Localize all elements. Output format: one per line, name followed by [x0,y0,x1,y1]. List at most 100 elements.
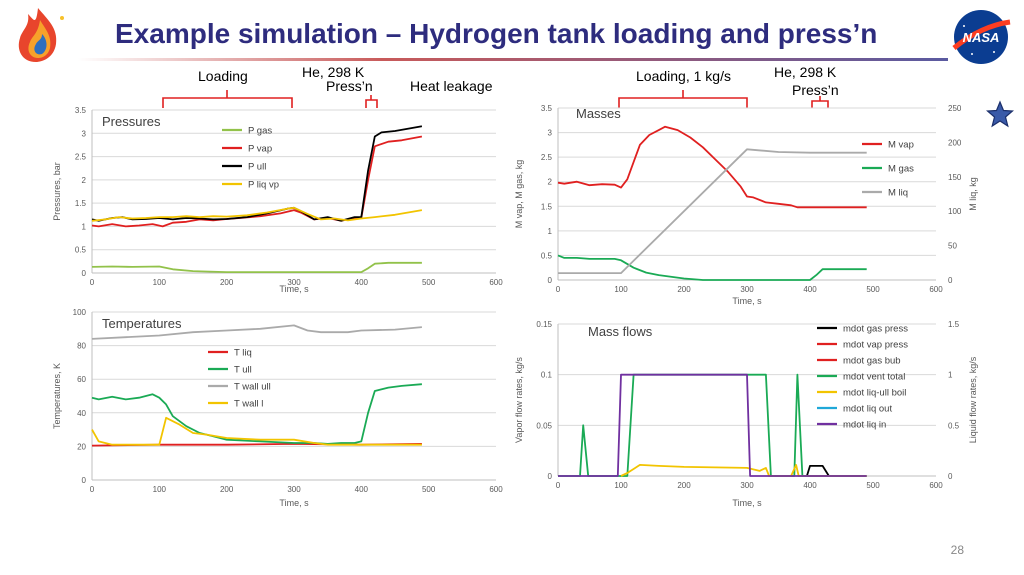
series-line-p-gas [91,261,422,273]
y-tick-label: 1 [548,227,553,236]
legend-label: P liq vp [248,180,279,191]
legend-label: mdot vap press [843,340,908,351]
legend-label: P gas [248,126,272,137]
y-tick-label: 0.15 [536,320,552,329]
series-line-t-wall-l [91,416,422,446]
annotation-loading-left: Loading [198,68,248,84]
x-tick-label: 300 [740,481,754,490]
y-right-tick-label: 0.5 [948,421,960,430]
y-right-tick-label: 250 [948,104,962,113]
y-right-axis-label: M liq, kg [968,177,978,211]
x-tick-label: 500 [422,278,436,287]
y-axis-label: M vap, M gas, kg [514,160,524,229]
x-tick-label: 400 [355,278,369,287]
y-tick-label: 100 [73,308,87,317]
y-tick-label: 0 [548,276,553,285]
series-line-p-vap [91,135,423,228]
annotation-heat-leakage: Heat leakage [410,78,493,94]
series-line-mdot-liq-ull-boil [620,464,867,477]
x-axis-label: Time, s [732,296,762,306]
series-line-p-ull [91,125,423,222]
y-tick-label: 20 [77,442,86,451]
x-tick-label: 0 [90,278,95,287]
annotation-loading-right: Loading, 1 kg/s [636,68,731,84]
x-tick-label: 0 [90,485,95,494]
series-line-m-liq [558,148,867,274]
y-tick-label: 3.5 [541,104,553,113]
y-tick-label: 3.5 [75,106,87,115]
y-tick-label: 1 [82,222,87,231]
y-tick-label: 1.5 [541,202,553,211]
chart-title: Mass flows [588,324,653,339]
brackets [162,90,829,108]
series-line-t-wall-ull [91,324,422,340]
x-tick-label: 200 [220,278,234,287]
temperatures-chart: 0 20 40 60 80 100 0 100 200 300 400 500 600 Time, s Te… [52,308,503,508]
y-axis-label: Vapor flow rates, kg/s [514,357,524,443]
svg-text:NASA: NASA [963,30,1000,45]
page-number: 28 [950,543,964,557]
y-tick-label: 2 [82,176,87,185]
annotation-pressn-right: Press’n [792,82,839,98]
x-tick-label: 400 [803,285,817,294]
x-tick-label: 400 [355,485,369,494]
x-tick-label: 100 [153,485,167,494]
x-tick-label: 200 [677,481,691,490]
series-line-p-liq-vp [91,206,423,222]
series-line-m-vap [557,125,867,209]
x-tick-label: 300 [287,278,301,287]
x-tick-label: 0 [556,285,561,294]
y-tick-label: 2.5 [541,153,553,162]
x-tick-label: 500 [422,485,436,494]
legend-label: T ull [234,365,252,376]
y-right-tick-label: 1 [948,371,953,380]
y-tick-label: 0.5 [541,251,553,260]
y-tick-label: 0.1 [541,371,553,380]
x-axis-label: Time, s [279,284,309,294]
legend-label: mdot liq-ull boil [843,388,906,399]
pressures-grid [92,109,496,274]
y-axis-label: Temperatures, K [52,363,62,429]
bracket-press-left [365,95,378,108]
title-underline [78,58,948,61]
annotation-pressn-left: Press’n [326,78,373,94]
y-axis-label: Pressures, bar [52,162,62,221]
y-tick-label: 80 [77,342,86,351]
x-axis-label: Time, s [732,498,762,508]
x-tick-label: 500 [866,481,880,490]
y-tick-label: 1.5 [75,199,87,208]
x-tick-label: 300 [740,285,754,294]
legend-label: T wall l [234,399,263,410]
chart-title: Pressures [102,114,161,129]
y-tick-label: 60 [77,375,86,384]
y-right-tick-label: 100 [948,207,962,216]
legend-label: M gas [888,164,914,175]
x-tick-label: 100 [614,481,628,490]
annotation-he-left: He, 298 K [302,64,365,80]
y-tick-label: 3 [82,129,87,138]
x-tick-label: 500 [866,285,880,294]
legend-label: P vap [248,144,272,155]
chart-title: Masses [576,106,621,121]
legend-label: mdot liq out [843,404,892,415]
y-right-tick-label: 0 [948,276,953,285]
legend-label: T wall ull [234,382,271,393]
legend-label: T liq [234,348,252,359]
x-tick-label: 600 [489,278,503,287]
masses-grid [558,107,936,281]
x-tick-label: 100 [153,278,167,287]
flame-logo [8,4,70,66]
y-right-tick-label: 150 [948,173,962,182]
masses-chart: 0 0.5 1 1.5 2 2.5 3 3.5 0 50 100 150 200 250 0 100 200 30… [514,104,978,306]
y-tick-label: 0 [82,476,87,485]
star-icon [985,100,1015,128]
mass-flows-chart: 0 0.05 0.1 0.15 0 0.5 1 1.5 0 100 200 300 400 500 600 T… [514,320,978,508]
nasa-logo-icon: NASA [952,10,1011,64]
x-axis-label: Time, s [279,498,309,508]
x-tick-label: 600 [489,485,503,494]
x-tick-label: 100 [614,285,628,294]
x-tick-label: 200 [220,485,234,494]
x-tick-label: 400 [803,481,817,490]
x-tick-label: 600 [929,285,943,294]
legend-label: mdot gas press [843,324,908,335]
